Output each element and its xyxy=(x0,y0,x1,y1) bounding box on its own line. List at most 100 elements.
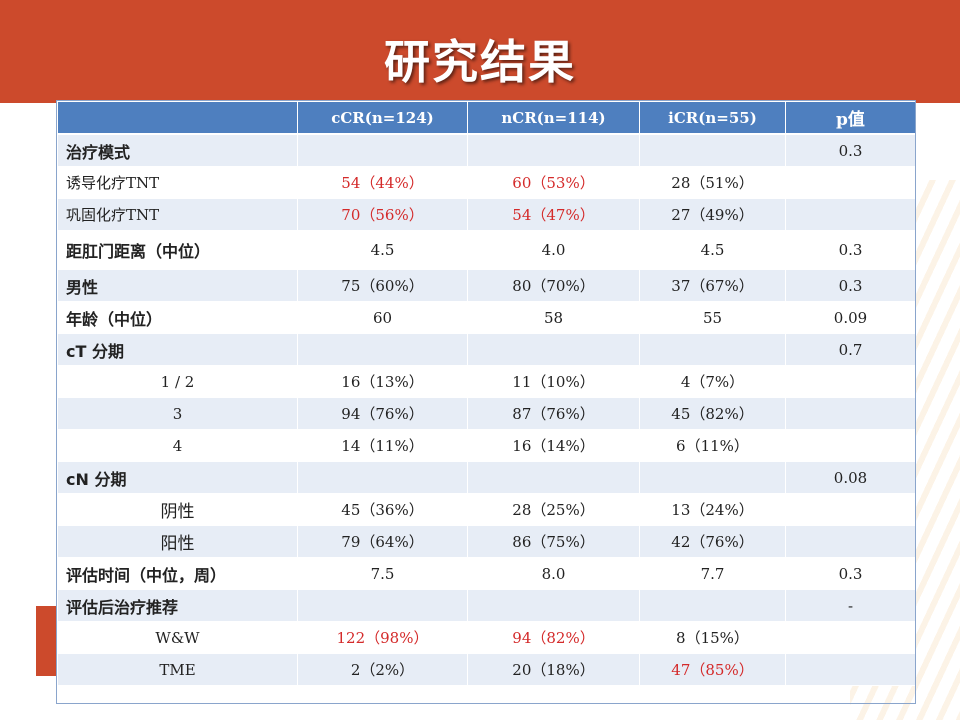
value-cell xyxy=(639,133,786,167)
table-row: 阴性 45（36%） 28（25%） 13（24%） xyxy=(57,493,916,526)
row-label: 巩固化疗TNT xyxy=(57,198,298,231)
value-cell: 8（15%） xyxy=(639,621,786,654)
results-table: cCR(n=124) nCR(n=114) iCR(n=55) p值 治疗模式 0… xyxy=(57,101,916,686)
table-row: 阳性 79（64%） 86（75%） 42（76%） xyxy=(57,525,916,558)
row-label: 男性 xyxy=(57,269,298,302)
p-value-cell xyxy=(785,166,916,199)
p-value-cell xyxy=(785,397,916,430)
p-value-cell xyxy=(785,525,916,558)
p-value-cell: 0.3 xyxy=(785,230,916,270)
value-cell xyxy=(639,461,786,494)
value-cell xyxy=(297,461,468,494)
value-cell xyxy=(467,589,640,622)
row-label: 年龄（中位） xyxy=(57,301,298,334)
row-label: 评估时间（中位，周） xyxy=(57,557,298,590)
value-cell: 54（44%） xyxy=(297,166,468,199)
value-cell: 122（98%） xyxy=(297,621,468,654)
value-cell xyxy=(639,589,786,622)
value-cell: 27（49%） xyxy=(639,198,786,231)
value-cell: 20（18%） xyxy=(467,653,640,686)
table-header-row: cCR(n=124) nCR(n=114) iCR(n=55) p值 xyxy=(57,101,916,135)
value-cell: 28（51%） xyxy=(639,166,786,199)
p-value-cell: 0.09 xyxy=(785,301,916,334)
table-row: W&W 122（98%） 94（82%） 8（15%） xyxy=(57,621,916,654)
p-value-cell xyxy=(785,653,916,686)
value-cell: 7.5 xyxy=(297,557,468,590)
table-row: 治疗模式 0.3 xyxy=(57,133,916,167)
header-icr: iCR(n=55) xyxy=(639,101,786,135)
value-cell: 87（76%） xyxy=(467,397,640,430)
value-cell: 13（24%） xyxy=(639,493,786,526)
value-cell: 4.5 xyxy=(297,230,468,270)
value-cell: 16（14%） xyxy=(467,429,640,462)
title-banner xyxy=(0,0,960,103)
value-cell: 86（75%） xyxy=(467,525,640,558)
table-body: 治疗模式 0.3 诱导化疗TNT 54（44%） 60（53%） 28（51%） 巩固化疗T… xyxy=(57,133,916,686)
row-label: 评估后治疗推荐 xyxy=(57,589,298,622)
table-row: 评估时间（中位，周） 7.5 8.0 7.7 0.3 xyxy=(57,557,916,590)
value-cell: 37（67%） xyxy=(639,269,786,302)
header-ccr: cCR(n=124) xyxy=(297,101,468,135)
value-cell: 60（53%） xyxy=(467,166,640,199)
value-cell xyxy=(639,333,786,366)
p-value-cell: 0.08 xyxy=(785,461,916,494)
value-cell xyxy=(467,333,640,366)
header-blank xyxy=(57,101,298,135)
value-cell xyxy=(297,589,468,622)
value-cell: 45（36%） xyxy=(297,493,468,526)
table-row: TME 2（2%） 20（18%） 47（85%） xyxy=(57,653,916,686)
row-label: 4 xyxy=(57,429,298,462)
p-value-cell xyxy=(785,198,916,231)
p-value-cell: 0.3 xyxy=(785,133,916,167)
page-title: 研究结果 xyxy=(384,35,576,89)
row-label: 诱导化疗TNT xyxy=(57,166,298,199)
value-cell: 11（10%） xyxy=(467,365,640,398)
value-cell: 70（56%） xyxy=(297,198,468,231)
logo-mark xyxy=(36,606,58,676)
row-label: 距肛门距离（中位） xyxy=(57,230,298,270)
table-row: cT 分期 0.7 xyxy=(57,333,916,366)
table-row: 男性 75（60%） 80（70%） 37（67%） 0.3 xyxy=(57,269,916,302)
value-cell: 4（7%） xyxy=(639,365,786,398)
table-row: 评估后治疗推荐 - xyxy=(57,589,916,622)
table-row: 1 / 2 16（13%） 11（10%） 4（7%） xyxy=(57,365,916,398)
p-value-cell xyxy=(785,621,916,654)
header-ncr: nCR(n=114) xyxy=(467,101,640,135)
value-cell xyxy=(297,333,468,366)
value-cell xyxy=(467,133,640,167)
row-label: 3 xyxy=(57,397,298,430)
table-row: 4 14（11%） 16（14%） 6（11%） xyxy=(57,429,916,462)
row-label: 阳性 xyxy=(57,525,298,558)
row-label: 阴性 xyxy=(57,493,298,526)
row-label: 治疗模式 xyxy=(57,133,298,167)
p-value-cell: 0.3 xyxy=(785,557,916,590)
p-value-cell xyxy=(785,429,916,462)
row-label: W&W xyxy=(57,621,298,654)
p-value-cell: 0.7 xyxy=(785,333,916,366)
table-row: 巩固化疗TNT 70（56%） 54（47%） 27（49%） xyxy=(57,198,916,231)
value-cell: 14（11%） xyxy=(297,429,468,462)
value-cell: 60 xyxy=(297,301,468,334)
row-label: cT 分期 xyxy=(57,333,298,366)
value-cell xyxy=(297,133,468,167)
table-row: 诱导化疗TNT 54（44%） 60（53%） 28（51%） xyxy=(57,166,916,199)
value-cell: 4.0 xyxy=(467,230,640,270)
value-cell xyxy=(467,461,640,494)
value-cell: 54（47%） xyxy=(467,198,640,231)
value-cell: 4.5 xyxy=(639,230,786,270)
value-cell: 45（82%） xyxy=(639,397,786,430)
value-cell: 7.7 xyxy=(639,557,786,590)
value-cell: 79（64%） xyxy=(297,525,468,558)
value-cell: 2（2%） xyxy=(297,653,468,686)
value-cell: 55 xyxy=(639,301,786,334)
value-cell: 28（25%） xyxy=(467,493,640,526)
p-value-cell xyxy=(785,493,916,526)
value-cell: 58 xyxy=(467,301,640,334)
value-cell: 6（11%） xyxy=(639,429,786,462)
header-p-value: p值 xyxy=(785,101,916,135)
value-cell: 80（70%） xyxy=(467,269,640,302)
value-cell: 94（76%） xyxy=(297,397,468,430)
value-cell: 47（85%） xyxy=(639,653,786,686)
value-cell: 16（13%） xyxy=(297,365,468,398)
p-value-cell xyxy=(785,365,916,398)
